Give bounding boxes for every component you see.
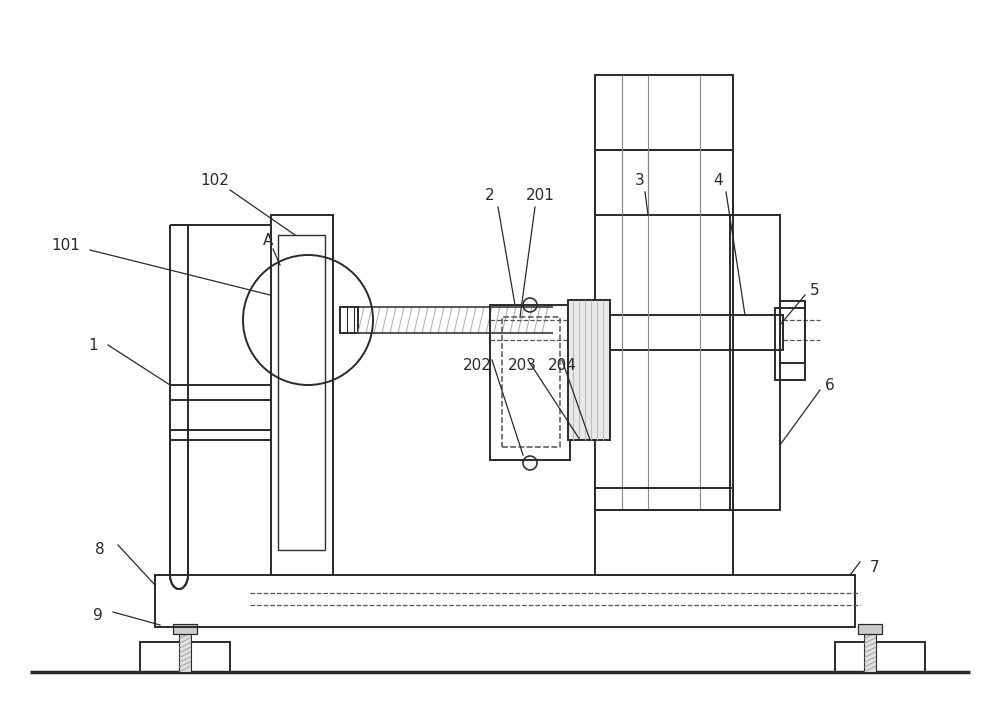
Bar [173,624,197,634]
Bar [568,315,783,350]
Bar [864,634,876,672]
Text: 101: 101 [52,238,80,252]
Text: 1: 1 [88,338,98,352]
Bar [179,634,191,672]
Bar [775,308,805,380]
Bar [490,305,570,460]
Bar [140,642,230,672]
Text: 204: 204 [548,357,576,373]
Text: A: A [263,233,273,247]
Text: 4: 4 [713,173,723,188]
Bar [340,307,358,333]
Bar [858,624,882,634]
Bar [502,317,560,447]
Text: 6: 6 [825,378,835,392]
Bar [595,75,733,150]
Bar [595,150,733,510]
Text: 3: 3 [635,173,645,188]
Text: 102: 102 [201,173,229,188]
Bar [730,215,780,510]
Text: 5: 5 [810,283,820,297]
Text: 7: 7 [870,560,880,576]
Bar [155,575,855,627]
Text: 8: 8 [95,542,105,558]
Text: 201: 201 [526,188,554,202]
Text: 9: 9 [93,608,103,623]
Bar [271,215,333,575]
Bar [835,642,925,672]
Bar [278,235,325,550]
Bar [595,510,733,575]
Bar [780,301,805,363]
Text: 203: 203 [508,357,536,373]
Bar [595,488,733,510]
Text: 2: 2 [485,188,495,202]
Bar [568,300,610,440]
Bar [595,150,733,215]
Text: 202: 202 [463,357,491,373]
